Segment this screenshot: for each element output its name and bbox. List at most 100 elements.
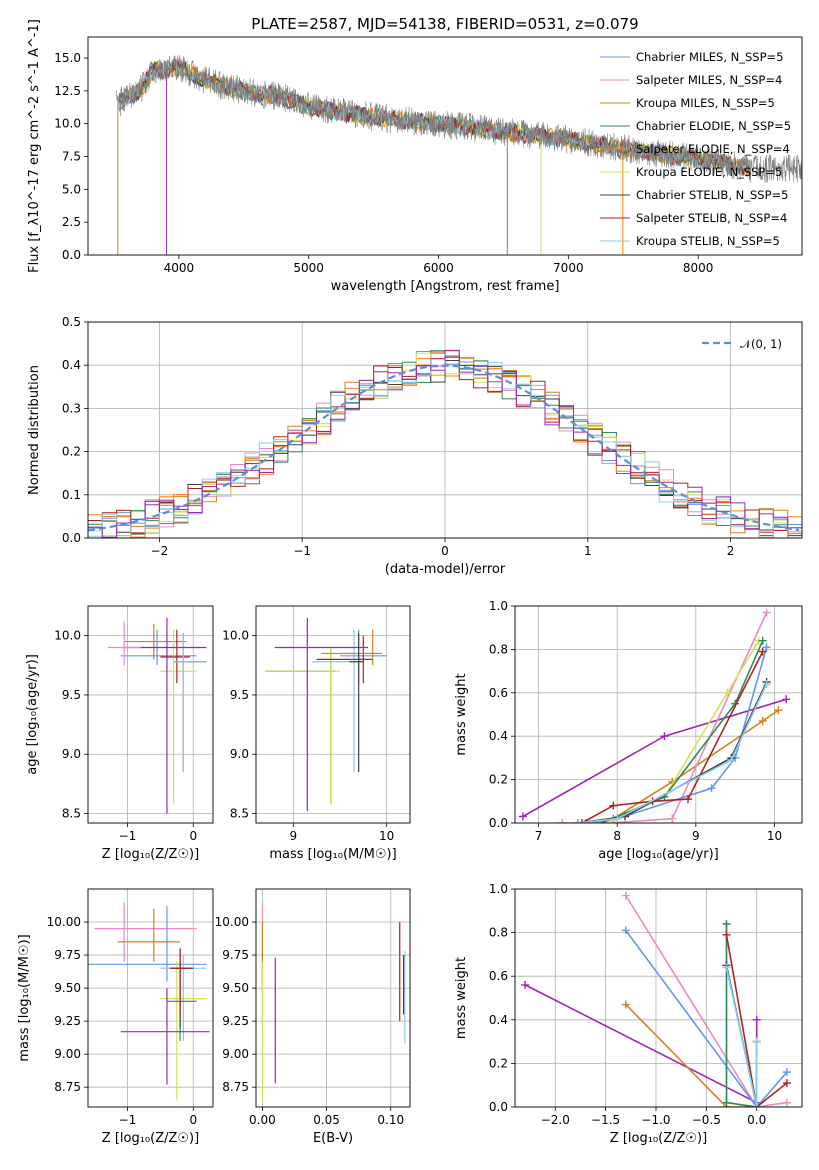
y-tick-label: 10.0 xyxy=(54,629,81,643)
y-tick-label: 0.6 xyxy=(489,686,508,700)
x-tick-label: 2 xyxy=(727,544,735,558)
residual-histogram-line xyxy=(88,360,802,537)
y-axis-label: Flux [f_λ10^-17 erg cm^-2 s^-1 A^-1] xyxy=(27,19,42,273)
mass-weight-line xyxy=(625,1003,757,1107)
y-tick-label: 9.00 xyxy=(54,1047,81,1061)
mass-weight-marker xyxy=(722,1098,731,1107)
legend-entry-label: Salpeter MILES, N_SSP=4 xyxy=(636,73,782,87)
x-tick-label: −2 xyxy=(151,544,169,558)
x-tick-label: 0.0 xyxy=(747,1113,766,1127)
x-tick-label: −0.5 xyxy=(692,1113,721,1127)
x-tick-label: 0 xyxy=(189,829,197,843)
gaussian-reference-curve xyxy=(88,364,800,532)
legend-entry-label: Salpeter STELIB, N_SSP=4 xyxy=(636,211,787,225)
y-tick-label: 9.75 xyxy=(222,948,249,962)
mass-weight-marker xyxy=(660,732,669,741)
chart-weight-vs-age: 7 8 9 10 0.0 0.2 0.4 0.6 0.8 1.0 age [log₁₀(age/yr… xyxy=(454,599,803,862)
chart-title: PLATE=2587, MJD=54138, FIBERID=0531, z=0… xyxy=(251,15,638,33)
mass-weight-marker xyxy=(722,919,731,928)
mass-weight-marker xyxy=(727,756,736,765)
y-tick-label: 0.0 xyxy=(489,816,508,830)
x-tick-label: 0 xyxy=(189,1113,197,1127)
x-tick-label: 0.00 xyxy=(249,1113,276,1127)
x-tick-label: 0 xyxy=(441,544,449,558)
x-tick-label: 0.05 xyxy=(313,1113,340,1127)
plot-frame xyxy=(514,888,803,1108)
legend-entry-label: Chabrier STELIB, N_SSP=5 xyxy=(636,188,788,202)
x-tick-label: 8000 xyxy=(683,261,714,275)
y-tick-label: 9.50 xyxy=(54,981,81,995)
y-tick-label: 10.0 xyxy=(54,117,81,131)
x-tick-label: −1.5 xyxy=(591,1113,620,1127)
y-tick-label: 0.0 xyxy=(62,248,81,262)
legend-entry-label: Chabrier MILES, N_SSP=5 xyxy=(636,50,783,64)
x-tick-label: −1 xyxy=(119,829,137,843)
y-tick-label: 0.4 xyxy=(62,358,81,372)
mass-weight-marker xyxy=(752,1015,761,1024)
x-tick-label: 9 xyxy=(692,829,700,843)
y-tick-label: 0.4 xyxy=(489,729,508,743)
mass-weight-marker xyxy=(577,819,586,823)
chart-age-vs-z: −1 0 8.5 9.0 9.5 10.0 Z [log₁₀(Z/Z☉)] age [log₁… xyxy=(25,605,214,862)
y-tick-label: 15.0 xyxy=(54,51,81,65)
y-tick-label: 9.25 xyxy=(222,1014,249,1028)
mass-weight-marker xyxy=(621,926,630,935)
plot-frame xyxy=(87,605,214,824)
y-tick-label: 8.75 xyxy=(54,1080,81,1094)
mass-weight-marker xyxy=(752,1037,761,1046)
plot-frame xyxy=(514,605,803,824)
x-axis-label: wavelength [Angstrom, rest frame] xyxy=(331,279,560,294)
x-tick-label: 5000 xyxy=(293,261,324,275)
plot-frame xyxy=(255,605,411,824)
y-tick-label: 0.2 xyxy=(489,773,508,787)
y-tick-label: 9.75 xyxy=(54,948,81,962)
y-tick-label: 0.8 xyxy=(489,642,508,656)
x-axis-label: Z [log₁₀(Z/Z☉)] xyxy=(102,1131,199,1146)
mass-weight-marker xyxy=(752,1103,761,1107)
legend-entry-label: Salpeter ELODIE, N_SSP=4 xyxy=(636,142,790,156)
mass-weight-marker xyxy=(707,784,716,793)
plot-area-residuals xyxy=(88,349,802,538)
legend-entry-label: Chabrier ELODIE, N_SSP=5 xyxy=(636,119,791,133)
mass-weight-marker xyxy=(758,717,767,726)
mass-weight-marker xyxy=(762,643,771,652)
y-axis-label: mass [log₁₀(M/M☉)] xyxy=(17,934,32,1061)
chart-mass-vs-ebv: 0.00 0.05 0.10 8.75 9.00 9.25 9.50 9.75 10.00 E(B… xyxy=(215,888,411,1146)
plot-area-spectrum xyxy=(116,54,802,255)
y-tick-label: 7.5 xyxy=(62,150,81,164)
mass-weight-marker xyxy=(558,819,567,823)
plot-frame xyxy=(87,321,803,539)
y-tick-label: 0.2 xyxy=(489,1056,508,1070)
plot-frame xyxy=(255,888,411,1108)
chart-spectrum: 4000 5000 6000 7000 8000 0.0 2.5 5.0 7.5 10.0 12.5… xyxy=(27,15,803,294)
mass-weight-marker xyxy=(621,1000,630,1009)
y-tick-label: 9.0 xyxy=(62,747,81,761)
y-tick-label: 0.1 xyxy=(62,488,81,502)
y-tick-label: 0.8 xyxy=(489,926,508,940)
plot-frame xyxy=(87,36,803,256)
y-tick-label: 1.0 xyxy=(489,599,508,613)
mass-weight-marker xyxy=(774,706,783,715)
x-tick-label: −1 xyxy=(119,1113,137,1127)
y-tick-label: 0.5 xyxy=(62,315,81,329)
y-tick-label: 9.5 xyxy=(62,688,81,702)
mass-weight-marker xyxy=(518,812,527,821)
legend-entry-label: Kroupa STELIB, N_SSP=5 xyxy=(636,234,780,248)
mass-weight-marker xyxy=(621,891,630,900)
mass-weight-marker xyxy=(782,1098,791,1107)
x-axis-label: E(B-V) xyxy=(313,1131,353,1146)
y-tick-label: 10.00 xyxy=(215,915,249,929)
y-tick-label: 1.0 xyxy=(489,882,508,896)
x-axis-label: mass [log₁₀(M/M☉)] xyxy=(269,847,396,862)
y-tick-label: 5.0 xyxy=(62,182,81,196)
mass-weight-marker xyxy=(782,695,791,704)
x-tick-label: 10 xyxy=(379,829,394,843)
y-tick-label: 8.5 xyxy=(62,807,81,821)
mass-weight-marker xyxy=(758,636,767,645)
plot-area-weight-vs-z xyxy=(521,891,791,1107)
x-tick-label: 10 xyxy=(767,829,782,843)
plot-area-mass-vs-ebv xyxy=(261,902,406,1101)
y-tick-label: 0.4 xyxy=(489,1013,508,1027)
x-tick-label: 4000 xyxy=(164,261,195,275)
